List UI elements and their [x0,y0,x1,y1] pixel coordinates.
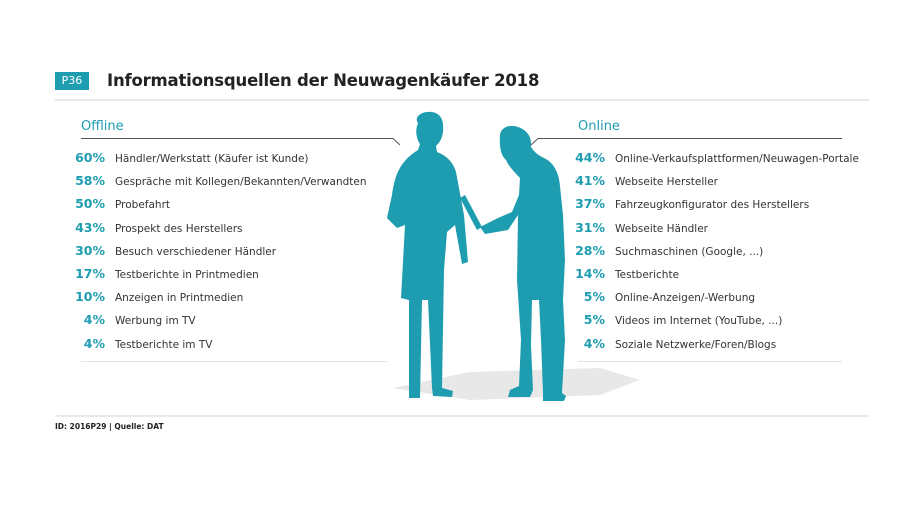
offline-value: 50% [75,196,105,212]
online-row: 5% Videos im Internet (YouTube, ...) [567,312,859,335]
offline-label: Werbung im TV [115,315,196,328]
online-list: 44% Online-Verkaufsplattformen/Neuwagen-P… [567,150,859,359]
source-footer: ID: 2016P29 | Quelle: DAT [55,422,164,431]
offline-label: Händler/Werkstatt (Käufer ist Kunde) [115,153,309,165]
offline-label: Testberichte in Printmedien [115,268,259,281]
online-row: 37% Fahrzeugkonfigurator des Herstellers [567,196,859,219]
offline-row: 17% Testberichte in Printmedien [67,266,367,289]
online-value: 37% [575,196,605,212]
online-label: Soziale Netzwerke/Foren/Blogs [615,338,777,351]
online-row: 14% Testberichte [567,266,859,289]
offline-row: 43% Prospekt des Herstellers [67,220,367,243]
online-row: 5% Online-Anzeigen/-Werbung [567,289,859,312]
online-label: Online-Anzeigen/-Werbung [615,292,756,305]
offline-value: 4% [83,312,105,328]
left-person-silhouette [387,111,468,399]
online-label: Videos im Internet (YouTube, ...) [615,315,783,328]
online-row: 4% Soziale Netzwerke/Foren/Blogs [567,336,859,359]
offline-list-rule [81,361,387,362]
offline-label: Prospekt des Herstellers [115,222,243,235]
online-label: Webseite Hersteller [615,176,718,189]
online-value: 4% [583,335,605,351]
online-connector-line [538,138,842,139]
online-value: 14% [575,265,605,281]
offline-value: 10% [75,289,105,305]
online-section-title: Online [578,119,620,134]
chart-title: Informationsquellen der Neuwagenkäufer 2… [107,71,540,90]
online-value: 28% [575,242,605,258]
offline-list: 60% Händler/Werkstatt (Käufer ist Kunde) 5… [67,150,367,359]
offline-connector-line [81,138,393,139]
online-list-rule [578,361,842,362]
offline-row: 50% Probefahrt [67,196,367,219]
offline-label: Gespräche mit Kollegen/Bekannten/Verwand… [115,176,367,189]
offline-value: 43% [75,219,105,235]
chart-badge: P36 [55,72,89,90]
online-value: 31% [575,219,605,235]
footer-divider [55,415,869,417]
online-label: Fahrzeugkonfigurator des Herstellers [615,199,810,212]
offline-row: 58% Gespräche mit Kollegen/Bekannten/Verw… [67,173,367,196]
online-value: 44% [575,150,605,165]
online-label: Webseite Händler [615,222,708,235]
offline-label: Anzeigen in Printmedien [115,292,244,305]
offline-label: Testberichte im TV [115,338,213,351]
offline-value: 60% [75,150,105,165]
offline-value: 4% [83,335,105,351]
offline-label: Probefahrt [115,199,171,212]
offline-row: 30% Besuch verschiedener Händler [67,243,367,266]
online-row: 41% Webseite Hersteller [567,173,859,196]
offline-row: 4% Werbung im TV [67,312,367,335]
offline-label: Besuch verschiedener Händler [115,245,277,258]
offline-row: 10% Anzeigen in Printmedien [67,289,367,312]
ground-shadow [392,368,640,400]
online-label: Online-Verkaufsplattformen/Neuwagen-Port… [615,153,859,165]
right-person-silhouette [480,125,566,402]
offline-value: 30% [75,242,105,258]
online-row: 28% Suchmaschinen (Google, ...) [567,243,859,266]
tablet-icon [460,195,482,230]
offline-row: 4% Testberichte im TV [67,336,367,359]
offline-row: 60% Händler/Werkstatt (Käufer ist Kunde) [67,150,367,173]
online-row: 31% Webseite Händler [567,220,859,243]
header-divider [55,99,869,101]
offline-section-title: Offline [81,119,124,134]
online-row: 44% Online-Verkaufsplattformen/Neuwagen-P… [567,150,859,173]
online-label: Testberichte [615,268,680,281]
offline-value: 58% [75,173,105,189]
online-value: 41% [575,173,605,189]
online-label: Suchmaschinen (Google, ...) [615,245,764,258]
online-value: 5% [583,289,605,305]
online-value: 5% [583,312,605,328]
offline-value: 17% [75,265,105,281]
